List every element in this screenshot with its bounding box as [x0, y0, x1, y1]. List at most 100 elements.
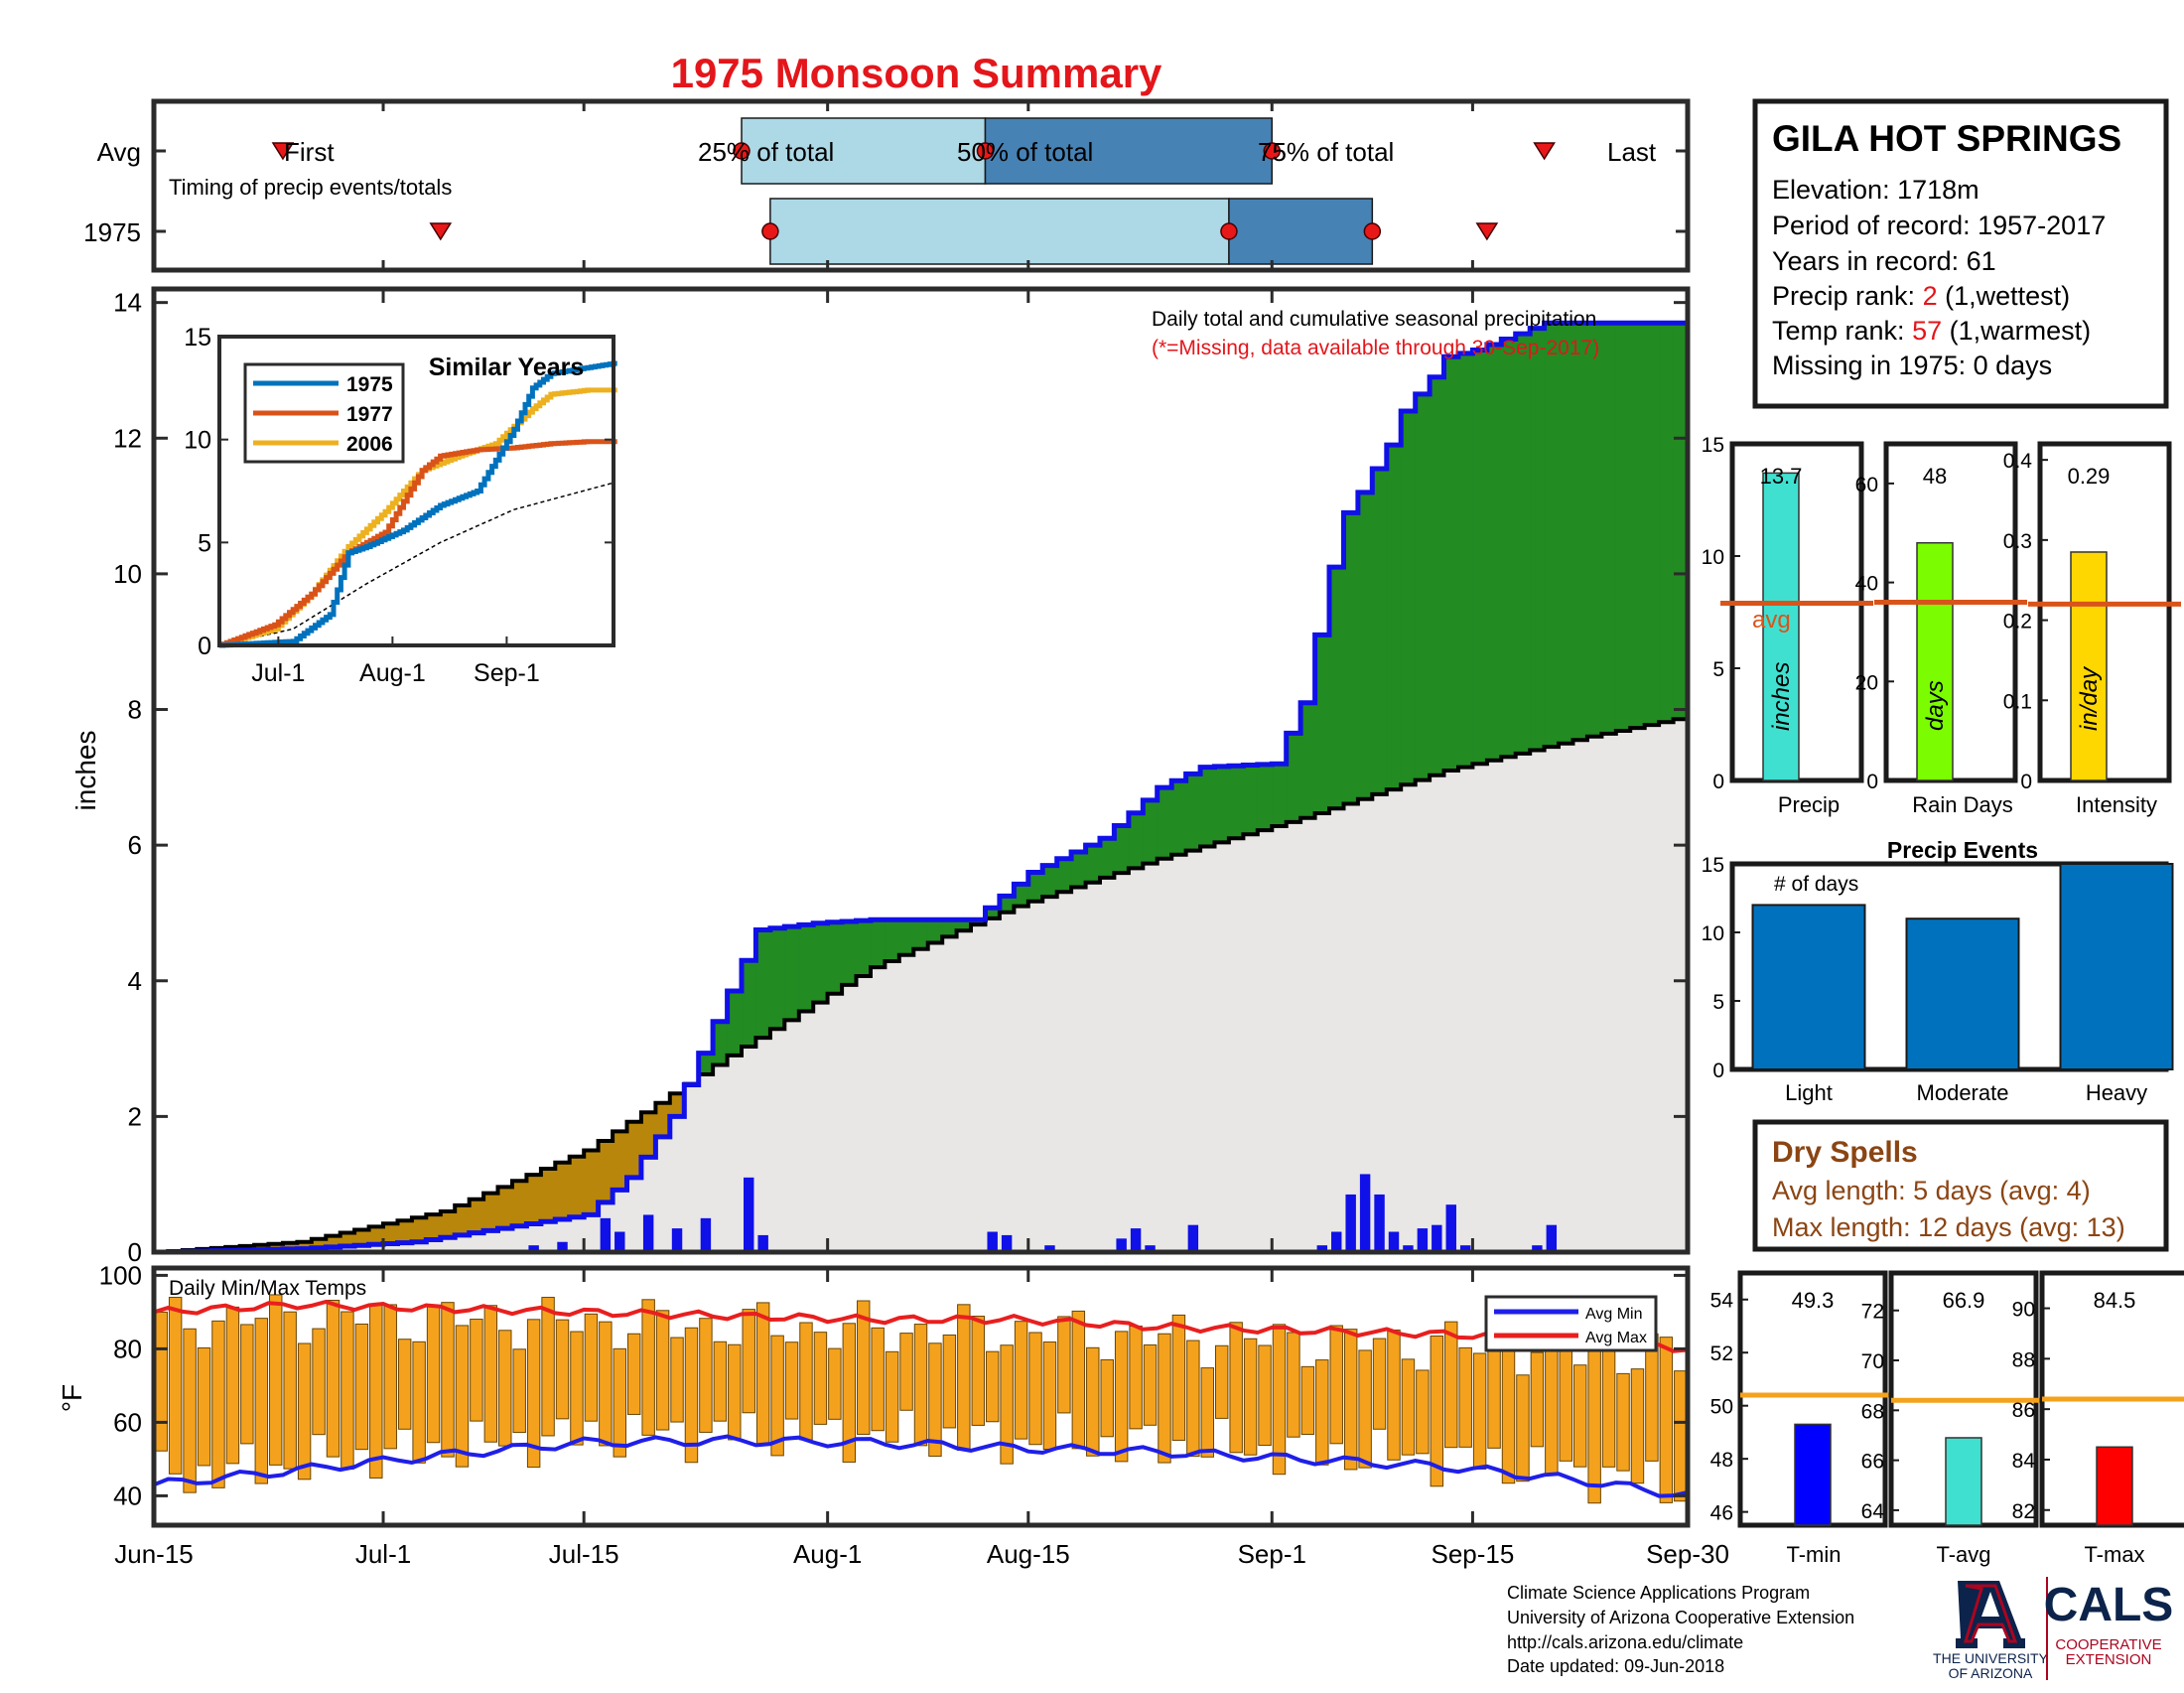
summary-value-label: 0.29	[2068, 464, 2111, 489]
tempbar-1	[1945, 1437, 1982, 1526]
daily-temp-bar	[1587, 1350, 1601, 1504]
timing-triangle-last	[1475, 222, 1499, 241]
inset-x-tick-label: Jul-1	[251, 659, 305, 687]
tempbar-y-tick-label: 48	[1710, 1449, 1733, 1472]
above-average-fill	[742, 960, 757, 1048]
cals-logo: CALS COOPERATIVE EXTENSION	[2044, 1579, 2174, 1668]
x-tick-label: Aug-1	[793, 1539, 862, 1569]
daily-temp-bar	[526, 1319, 541, 1469]
daily-precip-bar	[1345, 1194, 1356, 1252]
above-average-fill	[1443, 356, 1459, 771]
daily-precip-bar	[1187, 1224, 1199, 1252]
daily-temp-bar	[842, 1323, 857, 1463]
above-average-fill	[913, 919, 929, 949]
daily-temp-bar	[312, 1328, 326, 1436]
precip-rank-label: Precip rank:	[1772, 281, 1923, 311]
daily-temp-bar	[684, 1327, 699, 1464]
daily-temp-bar	[455, 1325, 470, 1468]
daily-temp-bar	[1572, 1364, 1587, 1468]
temp-legend-frame	[1484, 1295, 1658, 1352]
above-average-fill	[1200, 767, 1216, 847]
daily-temp-bar	[498, 1330, 512, 1447]
daily-temp-bar	[483, 1305, 498, 1443]
daily-temps-plot: 40 60 80 100	[99, 1260, 1689, 1510]
inset-y-tick-label: 5	[198, 529, 211, 557]
daily-precip-bar	[642, 1214, 654, 1252]
summary-unit-label: days	[1922, 680, 1949, 731]
summary-label-raindays: Rain Days	[1912, 792, 2012, 817]
daily-temp-bar	[1674, 1370, 1688, 1502]
x-tick-label: Sep-1	[1238, 1539, 1306, 1569]
summary-y-tick-label: 20	[1855, 671, 1878, 694]
daily-precip-bar	[1546, 1224, 1558, 1252]
precip-rank-note: (1,wettest)	[1938, 281, 2071, 311]
above-average-fill	[1056, 858, 1072, 893]
below-average-fill	[511, 1181, 528, 1226]
above-average-fill	[1586, 323, 1602, 737]
daily-temp-bar	[1501, 1350, 1516, 1484]
below-average-fill	[426, 1214, 442, 1240]
daily-temp-bar	[1601, 1347, 1616, 1468]
daily-precip-bar	[1001, 1234, 1013, 1252]
daily-temp-bar	[1387, 1329, 1401, 1461]
daily-precip-bar	[987, 1231, 998, 1252]
timing-marker-p50	[976, 142, 995, 160]
tempbar-y-tick-label: 84	[2012, 1450, 2036, 1473]
event-bar-heavy	[2059, 863, 2174, 1070]
daily-temp-bar	[899, 1333, 913, 1411]
daily-temp-bar	[1315, 1359, 1329, 1466]
main-ylabel: inches	[70, 731, 101, 811]
above-average-fill	[1329, 567, 1345, 809]
daily-temp-bar	[742, 1309, 755, 1414]
timing-box-50-75	[984, 117, 1274, 185]
timing-row-year-label: 1975	[83, 217, 141, 247]
daily-precip-bar	[1432, 1224, 1442, 1252]
inset-y-tick-label: 10	[184, 427, 211, 455]
below-average-fill	[297, 1241, 313, 1249]
daily-precip-bar	[1417, 1228, 1429, 1252]
cals-line1: COOPERATIVE	[2055, 1636, 2161, 1653]
daily-temp-bar	[470, 1319, 483, 1422]
main-y-tick-label: 6	[128, 830, 142, 860]
daily-temp-bar	[584, 1313, 599, 1422]
daily-temp-bar	[341, 1311, 354, 1471]
above-average-fill	[698, 1053, 714, 1075]
temp-y-tick-label: 40	[113, 1481, 142, 1510]
tempbar-y-tick-label: 54	[1710, 1290, 1734, 1313]
main-y-tick-label: 0	[128, 1237, 142, 1267]
below-average-fill	[268, 1243, 284, 1250]
tempbar-label-tmin: T-min	[1787, 1542, 1842, 1567]
below-average-fill	[569, 1156, 585, 1217]
below-average-fill	[383, 1223, 399, 1244]
timing-caption: Timing of precip events/totals	[169, 175, 452, 200]
tempbar-y-tick-label: 52	[1710, 1342, 1733, 1365]
daily-temp-bar	[254, 1318, 269, 1484]
above-average-fill	[1630, 323, 1646, 729]
below-average-fill	[613, 1131, 628, 1191]
daily-temp-bar	[626, 1333, 641, 1415]
daily-temp-bar	[1042, 1341, 1057, 1451]
temp-rank-label: Temp rank:	[1772, 316, 1912, 346]
station-name: GILA HOT SPRINGS	[1772, 118, 2121, 159]
block-a-icon	[1956, 1581, 2025, 1648]
above-average-fill	[1185, 774, 1201, 851]
daily-temp-bar	[913, 1324, 928, 1447]
daily-temp-bar	[655, 1310, 670, 1431]
daily-temp-bar	[1401, 1358, 1416, 1456]
above-average-fill	[1401, 410, 1417, 785]
station-elevation: Elevation: 1718m	[1772, 175, 1979, 205]
figure-title: 1975 Monsoon Summary	[671, 50, 1162, 96]
above-average-fill	[1027, 872, 1043, 902]
tempbar-y-tick-label: 64	[1861, 1500, 1885, 1523]
summary-y-tick-label: 40	[1855, 573, 1878, 596]
tempbar-value-label: 84.5	[2094, 1288, 2136, 1313]
above-average-fill	[1559, 323, 1574, 744]
daily-temp-bar	[1258, 1344, 1272, 1447]
main-note-line2: (*=Missing, data available through 30-Se…	[1152, 337, 1599, 359]
daily-temp-bar	[1487, 1336, 1501, 1449]
above-average-fill	[1357, 492, 1373, 799]
above-average-fill	[885, 919, 900, 961]
daily-temp-bar	[928, 1342, 942, 1457]
timing-marker-p25	[761, 222, 779, 240]
